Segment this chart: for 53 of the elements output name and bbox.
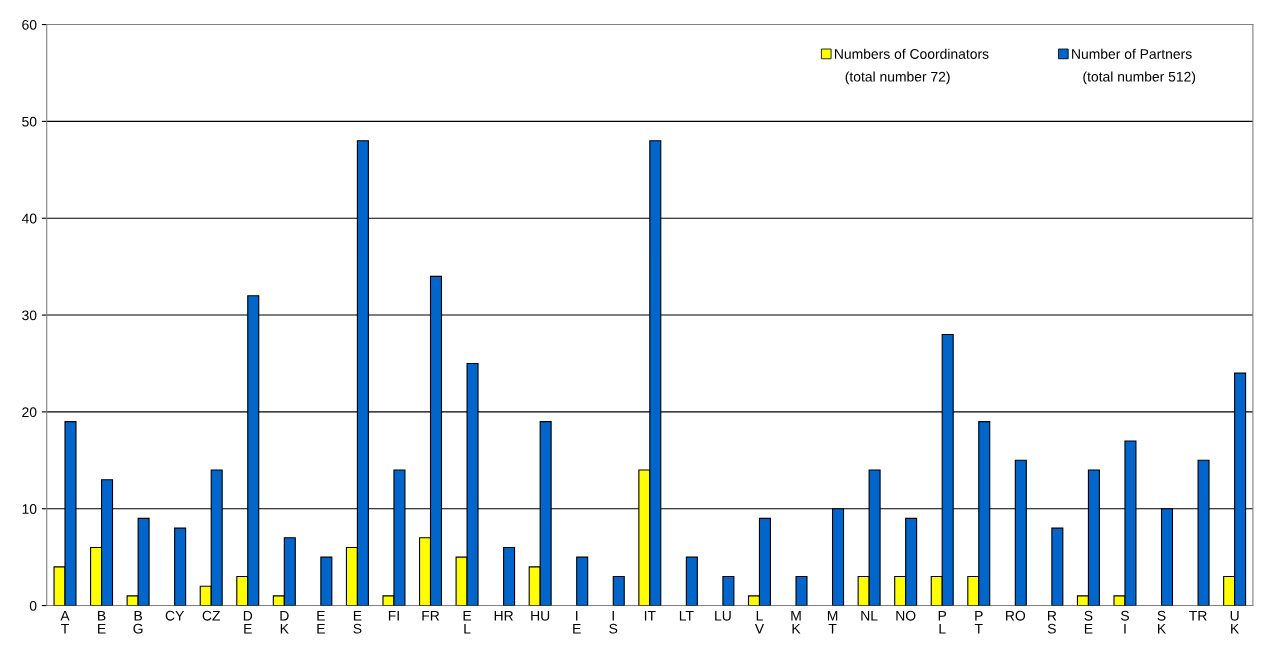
bar <box>722 575 735 606</box>
x-tick-label: U K <box>1230 610 1240 634</box>
x-tick-label: HR <box>494 610 513 621</box>
x-tick-label: CY <box>165 610 184 621</box>
x-tick-label: I S <box>609 610 618 634</box>
bar <box>685 556 698 606</box>
bar <box>576 556 589 606</box>
x-tick-label: LU <box>715 610 731 621</box>
legend-label: Numbers of Coordinators <box>835 48 989 59</box>
x-tick-label: S E <box>1084 610 1093 634</box>
x-tick-label: E S <box>353 610 362 634</box>
x-tick-label: I E <box>573 610 581 634</box>
bar <box>612 575 625 606</box>
x-tick-label: HU <box>531 610 550 621</box>
bar <box>174 527 187 606</box>
y-tick-label: 10 <box>22 504 37 514</box>
x-tick-label: A T <box>60 610 70 634</box>
y-tick-label: 60 <box>22 19 37 30</box>
legend-label: Number of Partners <box>1072 48 1192 59</box>
y-tick-label: 40 <box>21 213 37 224</box>
x-tick-label: CZ <box>202 610 221 621</box>
x-tick-label: S K <box>1157 610 1166 634</box>
x-tick-label: S I <box>1120 610 1129 634</box>
x-tick-label: TR <box>1189 610 1207 621</box>
x-tick-label: P T <box>974 610 983 634</box>
x-tick-label: B G <box>133 610 143 634</box>
y-tick-label: 50 <box>22 116 37 127</box>
x-tick-label: M T <box>827 610 838 634</box>
annotation: (total number 72) <box>845 71 950 85</box>
x-tick-label: L V <box>754 610 765 634</box>
bar <box>320 556 333 606</box>
bar <box>503 546 516 606</box>
y-tick-label: 20 <box>22 407 37 418</box>
x-tick-label: E E <box>317 610 325 634</box>
x-tick-label: M K <box>791 610 801 634</box>
y-tick-label: 30 <box>22 310 37 321</box>
x-tick-label: D K <box>280 610 289 634</box>
x-tick-label: B E <box>98 610 106 634</box>
x-tick-label: FI <box>388 610 399 621</box>
annotation: (total number 512) <box>1083 71 1196 85</box>
x-tick-label: NO <box>896 610 916 621</box>
y-tick-label: 0 <box>29 600 37 611</box>
x-tick-label: D E <box>243 610 253 634</box>
x-tick-label: P L <box>938 610 947 634</box>
x-tick-label: IT <box>644 610 656 621</box>
bar <box>795 575 808 606</box>
x-tick-label: RO <box>1006 610 1026 621</box>
bar <box>1051 527 1064 606</box>
x-tick-label: LT <box>679 610 694 621</box>
x-tick-label: R S <box>1047 610 1057 634</box>
x-tick-label: FR <box>422 610 440 621</box>
x-tick-label: E L <box>463 610 472 634</box>
x-tick-label: NL <box>861 610 878 621</box>
